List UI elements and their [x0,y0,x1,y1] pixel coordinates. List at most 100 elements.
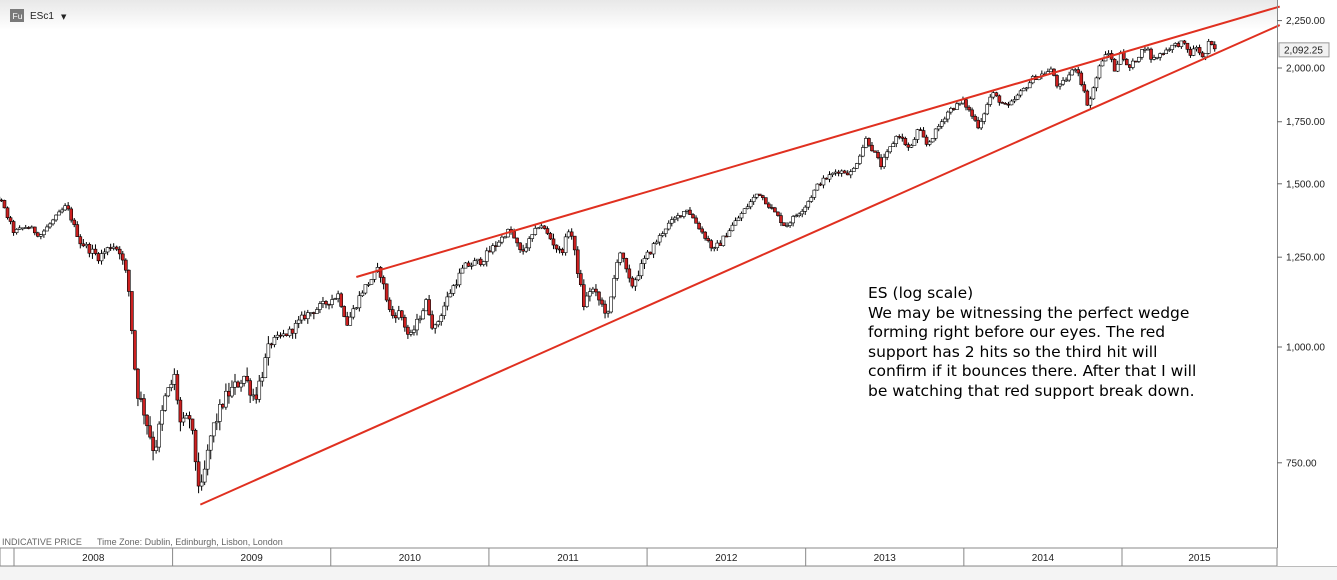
candle [1185,42,1190,53]
candle [454,279,459,289]
last-price-label: 2,092.25 [1284,45,1323,56]
candle [615,259,619,281]
candle [939,119,944,129]
candle [54,214,58,222]
candle [797,212,801,218]
candle [609,296,613,314]
candle [1149,47,1153,63]
candle [145,414,149,435]
candle [1158,52,1162,61]
candle [11,219,16,236]
candle [248,378,252,403]
candle [578,269,583,287]
candle [821,175,826,189]
candle [706,235,710,243]
candle [757,193,762,196]
candle [1012,96,1017,104]
candle [518,242,522,253]
candle [445,291,450,311]
symbol-dropdown-icon[interactable]: ▼ [61,13,67,21]
candle [1112,58,1117,72]
candle [42,229,46,238]
candle [946,110,950,123]
candle [351,304,356,320]
candle [600,297,604,307]
candle [1094,76,1099,92]
candle [421,308,425,320]
indicative-price-label: INDICATIVE PRICE [2,537,82,547]
candle [955,102,959,110]
candle [199,474,204,491]
candle [1155,56,1159,60]
candle [742,208,747,214]
candle [1167,47,1172,52]
candle [211,422,216,443]
candle [260,371,265,387]
candle [660,231,665,238]
candle [764,197,768,205]
candle [1067,71,1071,82]
candle [682,211,686,219]
candle [369,278,374,285]
candle [894,135,899,148]
candle [721,235,726,247]
x-tick-label: 2015 [1188,553,1211,564]
candle [666,220,671,231]
candle [257,374,262,403]
candle [942,116,947,125]
candle [779,212,783,227]
candle [621,252,626,263]
candle [657,233,662,246]
candle [157,421,161,453]
y-axis: 750.00 1,000.00 1,250.00 1,500.00 1,750.00 2,… [1277,16,1325,469]
candle [736,215,741,222]
candle [1000,101,1005,104]
candle [873,150,877,153]
candle [542,225,547,230]
symbol-type-box [10,9,24,22]
candle [163,393,168,412]
candle [654,239,659,245]
candle [5,206,10,220]
header-gradient [0,0,1277,30]
candle [563,233,568,256]
candle [463,262,468,269]
y-tick-label: 1,250.00 [1286,253,1325,264]
candle [800,208,805,218]
annotation-line: confirm if it bounces there. After that … [868,362,1197,380]
candle [1134,60,1138,63]
support-trendline [199,24,1281,506]
candle [102,248,107,259]
candle [239,379,243,392]
candle [1027,79,1032,89]
candle [1091,86,1096,100]
candle [381,275,386,290]
symbol-header[interactable]: Fu ESc1 ▼ [10,9,67,22]
candle [457,268,462,288]
candle [888,146,892,154]
candle [218,399,222,431]
candle [700,226,704,235]
candle [123,258,128,273]
candle [1197,44,1202,56]
candle [342,305,346,318]
chart-annotation: ES (log scale) We may be witnessing the … [868,284,1268,401]
candle [1100,59,1105,67]
candle [154,439,158,454]
candle [117,246,122,260]
candle [36,231,40,238]
candle [8,215,13,225]
candle [973,114,977,122]
candle [412,325,416,336]
candle [876,150,880,160]
candle [460,264,465,274]
y-tick-label: 1,750.00 [1286,117,1325,128]
candle [66,202,70,211]
candle [484,247,489,267]
candle [776,211,780,217]
candle [915,128,920,144]
candle [390,305,395,319]
candle [224,383,228,410]
